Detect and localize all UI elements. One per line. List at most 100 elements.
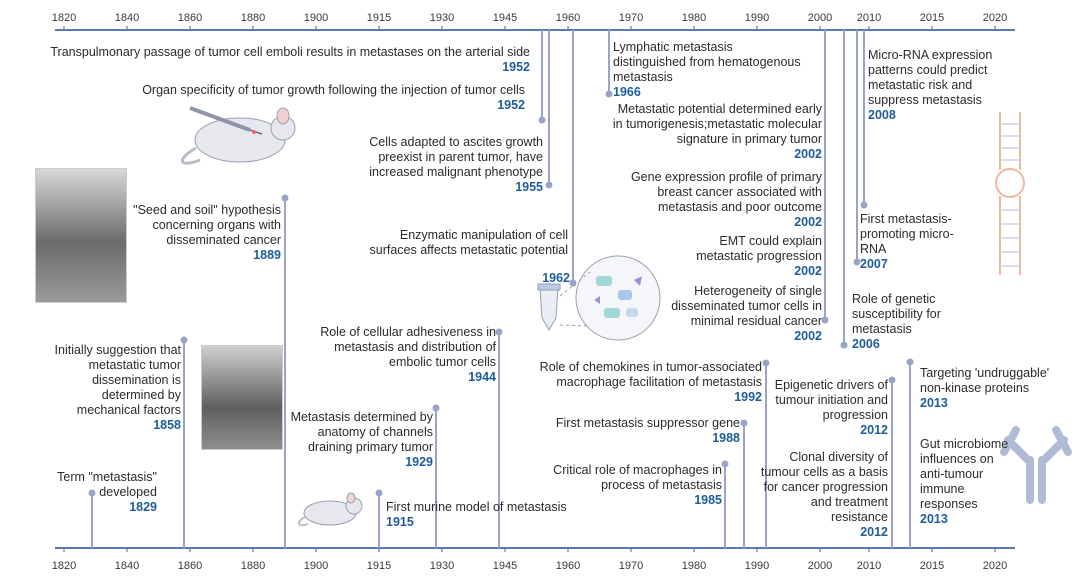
event-text: Gut microbiome influences on anti-tumour… — [920, 437, 1009, 511]
event-year: 2002 — [794, 215, 822, 229]
axis-tick-label: 1945 — [493, 560, 517, 572]
bottom-axis-ticks: 1820 1840 1860 1880 1900 1915 1930 1945 1960 1970… — [52, 548, 1007, 572]
axis-tick-label: 1980 — [682, 560, 706, 572]
axis-tick-label: 1900 — [304, 560, 328, 572]
dot-1829 — [88, 489, 96, 497]
event-1988: First metastasis suppressor gene 1988 — [540, 416, 740, 446]
antibody-illustration — [1000, 426, 1072, 504]
event-year: 1929 — [405, 455, 433, 469]
axis-tick-label: 1880 — [241, 560, 265, 572]
event-2012-epigenetic: Epigenetic drivers of tumour initiation … — [770, 378, 888, 438]
axis-tick-label: 1880 — [241, 12, 265, 24]
axis-tick-label: 2010 — [857, 560, 881, 572]
event-1966: Lymphatic metastasis distinguished from … — [613, 40, 803, 100]
dot-1929 — [432, 404, 440, 412]
dot-1985 — [721, 460, 729, 468]
event-text: Metastatic potential determined early in… — [612, 102, 822, 146]
axis-tick-label: 1915 — [367, 12, 391, 24]
dot-1992 — [762, 359, 770, 367]
event-1944: Role of cellular adhesiveness in metasta… — [300, 325, 496, 385]
axis-tick-label: 1980 — [682, 12, 706, 24]
axis-tick-label: 1960 — [556, 12, 580, 24]
event-2013-microbiome: Gut microbiome influences on anti-tumour… — [920, 437, 1020, 527]
dot-1858 — [180, 336, 188, 344]
event-year: 2002 — [794, 329, 822, 343]
event-text: Critical role of macrophages in process … — [553, 463, 722, 492]
event-text: First murine model of metastasis — [386, 500, 567, 514]
event-2002-metastatic-potential: Metastatic potential determined early in… — [612, 102, 822, 162]
event-text: Epigenetic drivers of tumour initiation … — [774, 378, 888, 422]
event-year: 1952 — [502, 60, 530, 74]
dot-2002 — [821, 316, 829, 324]
axis-tick-label: 1900 — [304, 12, 328, 24]
event-1962: Enzymatic manipulation of cell surfaces … — [362, 228, 568, 258]
dot-1988 — [740, 419, 748, 427]
axis-tick-label: 1930 — [430, 12, 454, 24]
event-text: Micro-RNA expression patterns could pred… — [868, 48, 993, 107]
event-year: 1962 — [542, 271, 570, 285]
event-text: Clonal diversity of tumour cells as a ba… — [760, 450, 888, 524]
dot-1952a — [538, 116, 546, 124]
dot-1966 — [605, 90, 613, 98]
event-year: 1889 — [253, 248, 281, 262]
axis-tick-label: 1840 — [115, 560, 139, 572]
axis-tick-label: 1840 — [115, 12, 139, 24]
event-year: 1988 — [712, 431, 740, 445]
event-year: 2007 — [860, 257, 888, 271]
axis-tick-label: 1990 — [745, 12, 769, 24]
axis-tick-label: 2000 — [808, 560, 832, 572]
event-text: Lymphatic metastasis distinguished from … — [613, 40, 801, 84]
event-year: 2013 — [920, 512, 948, 526]
top-stems — [538, 30, 868, 349]
dot-2006 — [840, 341, 848, 349]
event-2002-emt: EMT could explain metastatic progression… — [660, 234, 822, 279]
dot-2012a — [888, 376, 896, 384]
axis-tick-label: 2010 — [857, 12, 881, 24]
event-text: EMT could explain metastatic progression — [696, 234, 822, 263]
event-text: Organ specificity of tumor growth follow… — [142, 83, 525, 97]
dot-2013 — [906, 358, 914, 366]
bottom-stems — [88, 194, 914, 548]
cell-culture-illustration — [537, 255, 661, 341]
event-text: Role of cellular adhesiveness in metasta… — [320, 325, 496, 369]
event-year: 1829 — [129, 500, 157, 514]
event-1889: "Seed and soil" hypothesis concerning or… — [125, 203, 281, 263]
dot-1955 — [545, 181, 553, 189]
event-year: 1966 — [613, 85, 641, 99]
event-text: Metastasis determined by anatomy of chan… — [290, 410, 433, 454]
event-year: 1915 — [386, 515, 414, 529]
event-year: 2002 — [794, 147, 822, 161]
event-year: 1955 — [515, 180, 543, 194]
axis-tick-label: 1820 — [52, 560, 76, 572]
event-year: 2013 — [920, 396, 948, 410]
event-text: Role of chemokines in tumor-associated m… — [539, 360, 762, 389]
event-1929: Metastasis determined by anatomy of chan… — [280, 410, 433, 470]
axis-tick-label: 1945 — [493, 12, 517, 24]
event-text: Transpulmonary passage of tumor cell emb… — [50, 45, 530, 59]
dot-1944 — [495, 328, 503, 336]
event-text: First metastasis suppressor gene — [555, 416, 740, 430]
portrait-photo-virchow — [201, 345, 283, 450]
axis-tick-label: 2000 — [808, 12, 832, 24]
event-1962-year: 1962 — [520, 271, 570, 286]
axis-tick-label: 1970 — [619, 12, 643, 24]
event-year: 2012 — [860, 423, 888, 437]
axis-tick-label: 2020 — [983, 12, 1007, 24]
portrait-photo-paget — [35, 168, 127, 303]
event-text: Targeting 'undruggable' non-kinase prote… — [920, 366, 1050, 395]
axis-tick-label: 1820 — [52, 12, 76, 24]
dot-1889 — [281, 194, 289, 202]
event-year: 1992 — [734, 390, 762, 404]
event-year: 1858 — [153, 418, 181, 432]
event-1858: Initially suggestion that metastatic tum… — [40, 343, 181, 433]
dot-2008 — [860, 201, 868, 209]
event-year: 2008 — [868, 108, 896, 122]
dot-2007 — [853, 258, 861, 266]
event-2012-clonal: Clonal diversity of tumour cells as a ba… — [760, 450, 888, 540]
event-text: Cells adapted to ascites growth preexist… — [369, 135, 543, 179]
event-1955: Cells adapted to ascites growth preexist… — [360, 135, 543, 195]
axis-tick-label: 1930 — [430, 560, 454, 572]
event-text: Term "metastasis" developed — [57, 470, 157, 499]
